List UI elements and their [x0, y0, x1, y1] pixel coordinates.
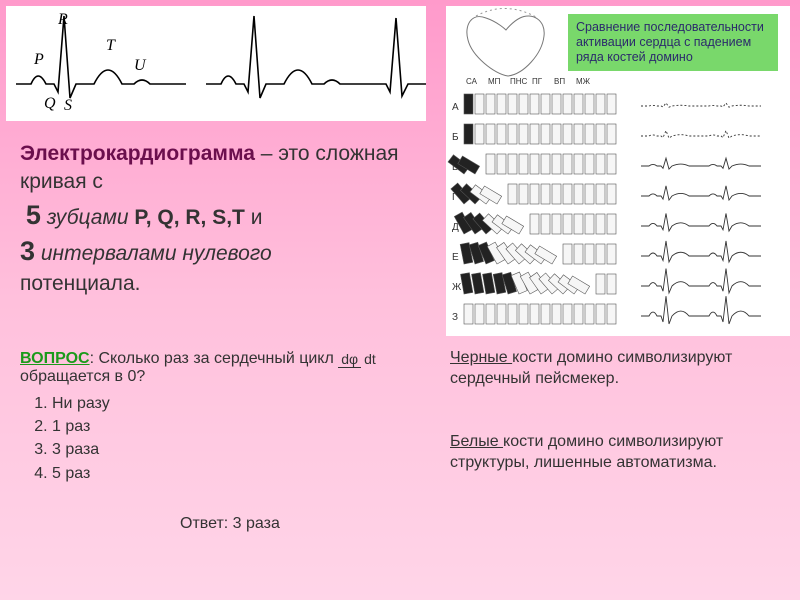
- main-definition: Электрокардиограмма – это сложная кривая…: [20, 140, 430, 298]
- green-caption-box: Сравнение последовательности активации с…: [568, 14, 778, 71]
- answer-text: Ответ: 3 раза: [180, 515, 280, 533]
- waves-word: зубцами: [47, 206, 129, 229]
- svg-text:T: T: [106, 37, 116, 54]
- digit-5: 5: [26, 200, 41, 230]
- svg-text:МЖ: МЖ: [576, 77, 591, 86]
- question-options: Ни разу 1 раз 3 раза 5 раз: [52, 392, 430, 485]
- white-underline: Белые: [450, 433, 503, 450]
- frac-top: dφ: [338, 351, 361, 368]
- svg-text:ПНС: ПНС: [510, 77, 528, 86]
- svg-text:ВП: ВП: [554, 77, 565, 86]
- svg-text:P: P: [33, 51, 44, 68]
- black-domino-caption: Черные кости домино символизируют сердеч…: [450, 348, 790, 390]
- and-word: и: [251, 206, 263, 229]
- black-underline: Черные: [450, 349, 512, 366]
- question-text-before: : Сколько раз за сердечный цикл: [90, 350, 339, 367]
- frac-bot: dt: [361, 351, 379, 367]
- domino-panel: САМППНСПГВПМЖАБВГДЕЖЗ Сравнение последов…: [446, 6, 790, 336]
- waves-letters: P, Q, R, S,T: [129, 206, 251, 229]
- green-caption-text: Сравнение последовательности активации с…: [576, 20, 764, 64]
- digit-3: 3: [20, 236, 35, 266]
- question-text-after: обращается в 0?: [20, 368, 145, 385]
- ekg-title: Электрокардиограмма: [20, 142, 255, 165]
- white-domino-caption: Белые кости домино символизируют структу…: [450, 432, 790, 474]
- ecg-waveform-panel: P Q R S T U: [6, 6, 426, 121]
- svg-text:Ж: Ж: [452, 282, 462, 293]
- svg-text:U: U: [134, 57, 147, 74]
- ecg-svg: P Q R S T U: [6, 6, 426, 121]
- svg-text:МП: МП: [488, 77, 501, 86]
- option-1: Ни разу: [52, 392, 430, 415]
- option-4: 5 раз: [52, 462, 430, 485]
- question-fraction: dφdt: [338, 352, 379, 366]
- svg-text:ПГ: ПГ: [532, 77, 543, 86]
- svg-text:Q: Q: [44, 95, 56, 112]
- question-label: ВОПРОС: [20, 350, 90, 367]
- option-2: 1 раз: [52, 415, 430, 438]
- svg-text:Е: Е: [452, 252, 459, 263]
- potential-word: потенциала.: [20, 272, 140, 295]
- svg-text:S: S: [64, 97, 72, 114]
- svg-text:Б: Б: [452, 132, 459, 143]
- svg-text:А: А: [452, 102, 459, 113]
- option-3: 3 раза: [52, 438, 430, 461]
- svg-text:СА: СА: [466, 77, 478, 86]
- question-block: ВОПРОС: Сколько раз за сердечный цикл dφ…: [20, 350, 430, 485]
- svg-text:З: З: [452, 312, 458, 323]
- svg-text:R: R: [57, 11, 68, 28]
- intervals-phrase: интервалами нулевого: [41, 242, 272, 265]
